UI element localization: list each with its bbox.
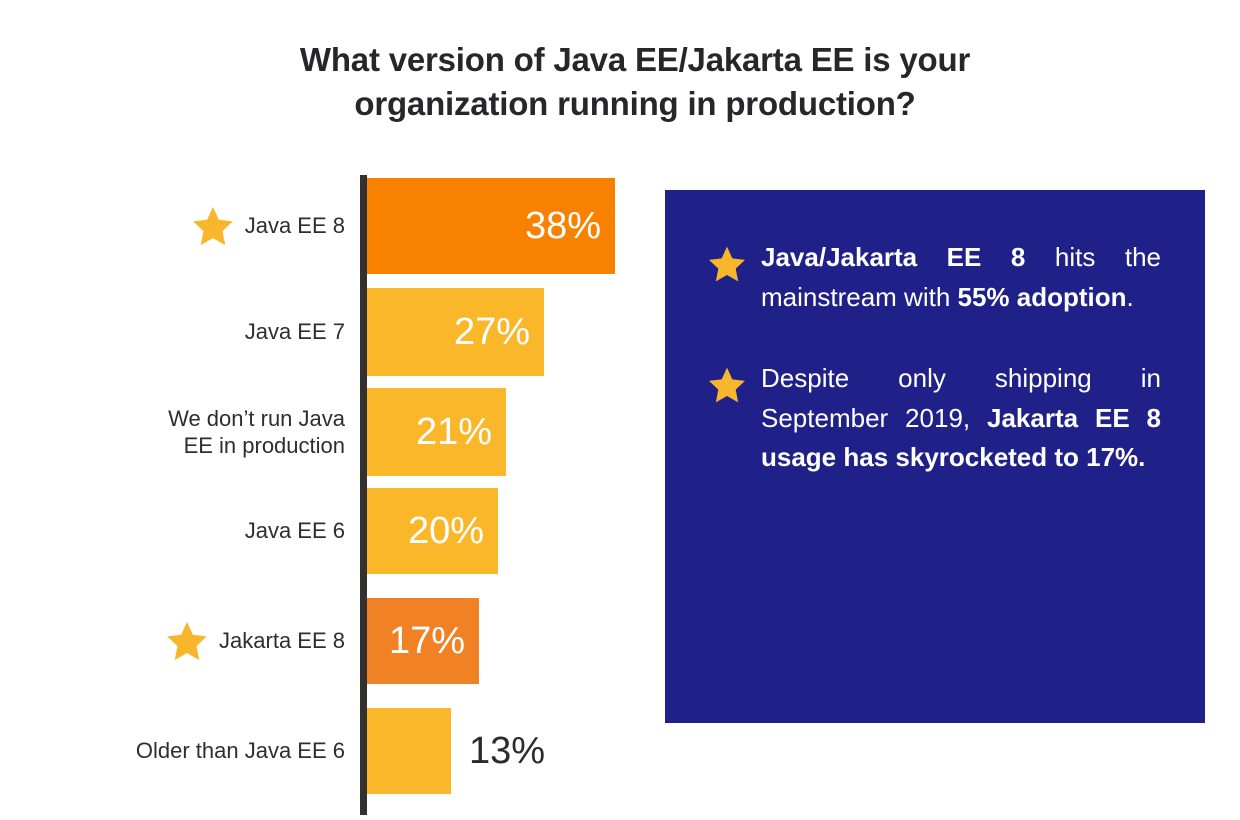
bar-category-label: Older than Java EE 6 (135, 738, 345, 764)
bar[interactable]: 21% (367, 388, 506, 476)
bar[interactable]: 38% (367, 178, 615, 274)
chart-axis-line (360, 175, 367, 815)
insights-list: Java/Jakarta EE 8 hits the mainstream wi… (707, 238, 1161, 478)
star-icon (709, 246, 745, 282)
bar-row: Java EE 8 38% (0, 178, 650, 274)
insights-callout-panel: Java/Jakarta EE 8 hits the mainstream wi… (665, 190, 1205, 723)
bar-track: 13% (367, 708, 545, 794)
bar-value-label: 17% (388, 620, 465, 662)
bar-track: 27% (367, 288, 544, 376)
bar-row: Older than Java EE 6 13% (0, 708, 650, 794)
page-title-line-1: What version of Java EE/Jakarta EE is yo… (299, 41, 971, 78)
bar-category-label-group: Older than Java EE 6 (0, 737, 345, 765)
bar-track: 17% (367, 598, 479, 684)
bar[interactable]: 20% (367, 488, 498, 574)
bar-row: Java EE 7 27% (0, 288, 650, 376)
bar[interactable]: 27% (367, 288, 544, 376)
bar-chart: Java EE 8 38% Java EE 7 27% We don’t run Jav… (0, 170, 650, 820)
star-icon (167, 621, 207, 661)
page-title-line-2: organization running in production? (354, 84, 916, 122)
star-icon (709, 367, 745, 403)
bar-category-label: Java EE 8 (244, 213, 345, 239)
insight-text-emphasis: 55% adoption (957, 281, 1127, 312)
bar-category-label: Java EE 7 (244, 319, 345, 345)
bar-value-label: 27% (453, 311, 530, 353)
insight-item: Despite only shipping in September 2019,… (707, 359, 1161, 478)
bar-category-label: Java EE 6 (244, 518, 345, 544)
bar[interactable] (367, 708, 451, 794)
bar-row: Java EE 6 20% (0, 488, 650, 574)
bar-row: Jakarta EE 8 17% (0, 598, 650, 684)
bar-track: 20% (367, 488, 498, 574)
bar-value-label: 21% (415, 411, 492, 453)
bar-category-label-group: Jakarta EE 8 (0, 619, 345, 663)
bar-row: We don’t run Java EE in production 21% (0, 388, 650, 476)
insight-text-segment: . (1126, 281, 1134, 312)
insight-text: Java/Jakarta EE 8 hits the mainstream wi… (761, 238, 1161, 317)
insight-item: Java/Jakarta EE 8 hits the mainstream wi… (707, 238, 1161, 317)
insight-text-segment: hits the mainstream with (761, 242, 1161, 312)
star-icon (192, 206, 233, 246)
bar-category-label-group: Java EE 8 (0, 204, 345, 248)
bar-value-label: 38% (524, 205, 601, 247)
bar-category-label-group: We don’t run Java EE in production (0, 405, 345, 460)
bar-track: 38% (367, 178, 615, 274)
bar-category-label: We don’t run Java EE in production (168, 405, 345, 459)
bar-value-label: 13% (469, 730, 546, 772)
bar-category-label: Jakarta EE 8 (219, 628, 345, 654)
insight-text-emphasis: Java/Jakarta EE 8 (761, 242, 1026, 272)
insight-text-emphasis: Jakarta EE 8 usage has skyrocketed to 17… (761, 402, 1161, 473)
insight-text-segment: Despite only shipping in September 2019, (761, 363, 1161, 433)
page-title: What version of Java EE/Jakarta EE is yo… (170, 38, 1100, 125)
bar-value-label: 20% (407, 510, 484, 552)
insight-text: Despite only shipping in September 2019,… (761, 359, 1161, 478)
bar-track: 21% (367, 388, 506, 476)
bar-category-label-group: Java EE 6 (0, 517, 345, 545)
bar-category-label-group: Java EE 7 (0, 318, 345, 346)
bar[interactable]: 17% (367, 598, 479, 684)
